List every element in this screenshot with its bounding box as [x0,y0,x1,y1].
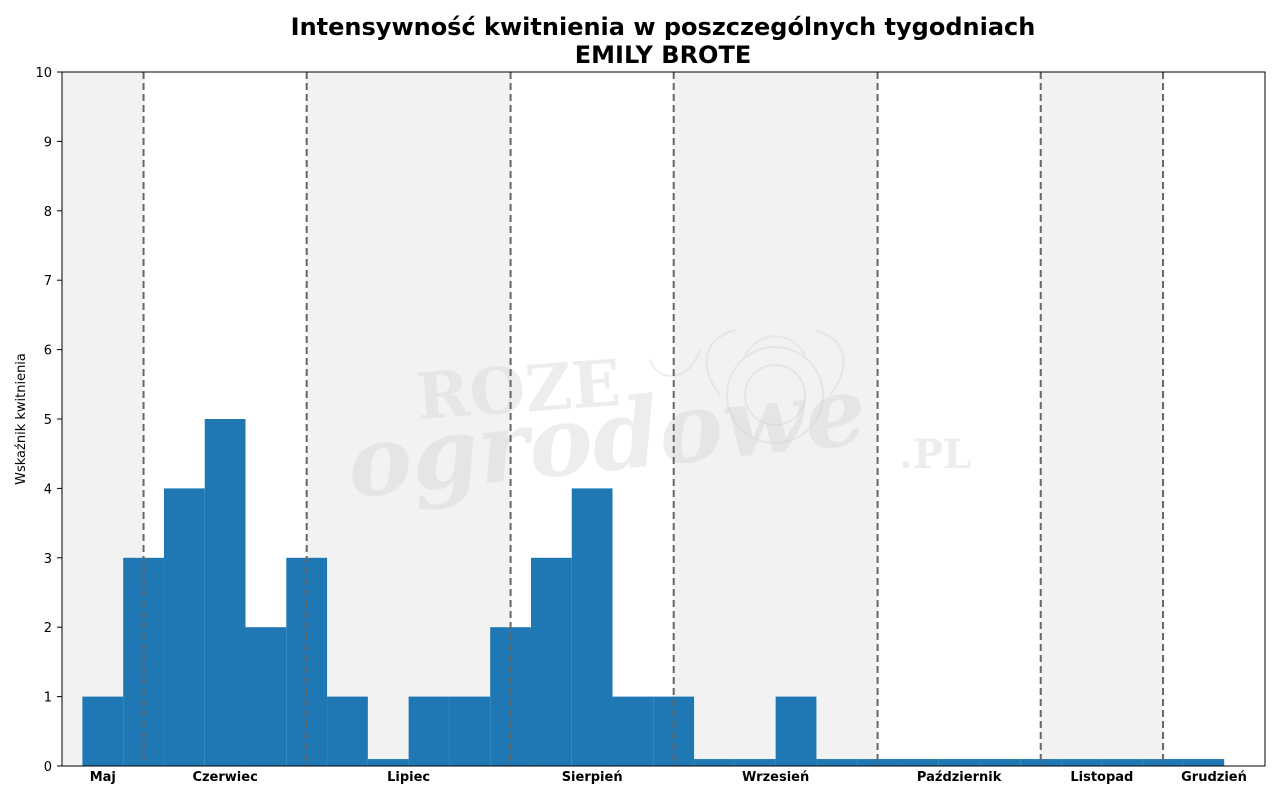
watermark-text-roze: ROZE [414,346,623,435]
bar-week-26 [367,759,409,766]
bar-week-35 [734,759,776,766]
watermark-rose-icon [649,329,845,444]
y-tick-label: 6 [44,344,52,359]
month-label-Czerwiec: Czerwiec [192,770,257,785]
y-tick-label: 9 [44,135,52,150]
bar-week-45 [1142,759,1184,766]
month-label-Wrzesień: Wrzesień [742,770,809,785]
bar-week-44 [1101,759,1143,766]
bar-week-28 [449,696,491,766]
y-tick-label: 5 [44,413,52,428]
bar-week-19 [82,696,124,766]
bar-week-30 [530,557,572,766]
month-label-Październik: Październik [917,770,1002,785]
month-shade-Wrzesień [673,72,878,766]
y-tick-label: 2 [44,621,52,636]
y-tick-label: 4 [44,482,52,497]
month-label-Listopad: Listopad [1070,770,1133,785]
bar-week-46 [1183,759,1225,766]
bar-week-27 [408,696,450,766]
bar-week-32 [612,696,654,766]
month-labels: Maj Czerwiec Lipiec Sierpień Wrzesień Paździe… [90,770,1247,785]
bar-week-42 [1020,759,1062,766]
bar-week-36 [775,696,817,766]
month-label-Lipiec: Lipiec [387,770,430,785]
bar-week-40 [938,759,980,766]
month-label-Sierpień: Sierpień [562,770,623,785]
bar-week-39 [897,759,939,766]
y-axis-ticks: 0 1 2 3 4 5 6 7 8 9 10 [35,66,62,775]
bar-week-41 [979,759,1021,766]
bars [82,419,1225,766]
bar-week-22 [204,419,246,766]
y-tick-label: 10 [35,66,52,81]
month-dividers [142,72,1165,766]
chart-subtitle: EMILY BROTE [575,41,751,69]
month-shade-Listopad [1040,72,1164,766]
bar-week-21 [163,488,205,766]
watermark-logo: ROZE ogrodowe .PL [342,329,971,520]
chart-title: Intensywność kwitnienia w poszczególnych… [291,13,1036,41]
bar-week-34 [694,759,735,766]
y-axis-label: Wskaźnik kwitnienia [14,353,29,485]
month-shade-Lipiec [306,72,511,766]
month-label-Grudzień: Grudzień [1181,770,1247,785]
y-tick-label: 0 [44,760,52,775]
bar-week-37 [816,759,858,766]
y-tick-label: 3 [44,552,52,567]
month-label-Maj: Maj [90,770,116,785]
bar-week-31 [571,488,613,766]
watermark-text-pl: .PL [899,431,971,478]
bar-week-23 [245,627,287,766]
y-tick-label: 8 [44,205,52,220]
y-tick-label: 7 [44,274,52,289]
bar-week-43 [1061,759,1102,766]
bar-week-38 [857,759,898,766]
y-tick-label: 1 [44,691,52,706]
month-shading [62,72,1164,766]
bar-week-25 [327,696,368,766]
